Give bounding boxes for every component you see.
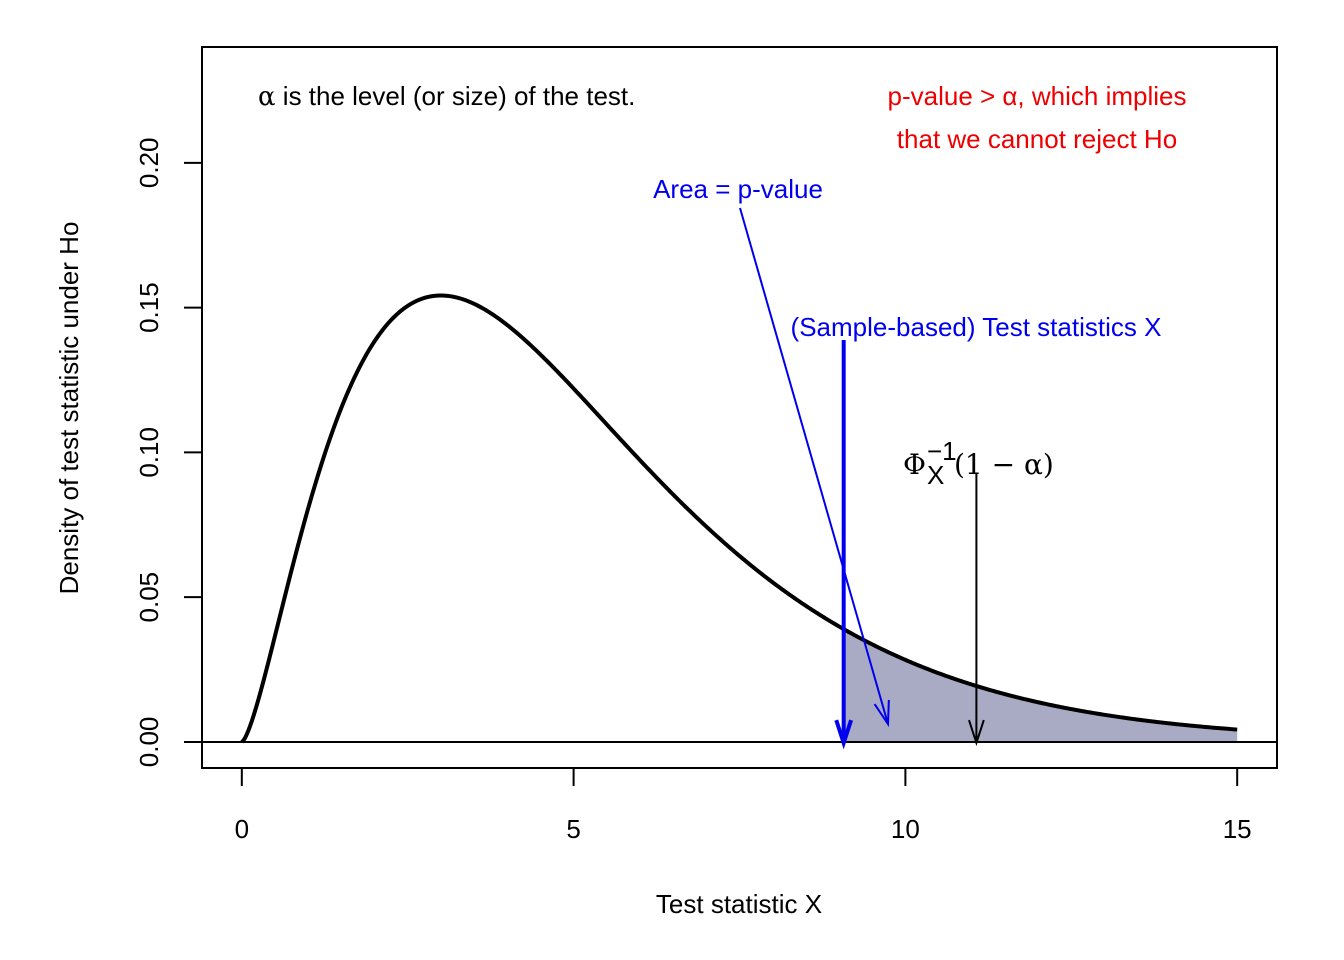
- x-axis: 0 5 10 15: [235, 767, 1252, 844]
- annotation-arrows: [739, 207, 985, 750]
- critical-value-arrow: [968, 474, 985, 747]
- critical-value-subscript: X: [927, 460, 944, 490]
- critical-value-argument: (1 − α): [954, 448, 1054, 481]
- critical-phi: Φ: [903, 448, 926, 481]
- y-axis-title: Density of test statistic under Ho: [54, 222, 84, 595]
- x-tick-label: 10: [891, 814, 920, 844]
- y-tick-label: 0.20: [134, 138, 164, 189]
- y-tick-label: 0.10: [134, 427, 164, 478]
- plot-frame: [201, 46, 1278, 769]
- alpha-note: α is the level (or size) of the test.: [258, 81, 635, 112]
- x-axis-title: Test statistic X: [656, 889, 822, 919]
- critical-value-label: Φ: [903, 448, 926, 481]
- density-curve: [240, 293, 1238, 744]
- alpha-note-text: is the level (or size) of the test.: [276, 81, 636, 111]
- y-axis: 0.00 0.05 0.10 0.15 0.20: [134, 138, 203, 768]
- area-label: Area = p-value: [653, 174, 823, 204]
- y-tick-label: 0.15: [134, 282, 164, 333]
- p-value-area: [843, 629, 1238, 742]
- test-statistic-arrow: [834, 340, 854, 750]
- critical-value-superscript: −1: [927, 436, 957, 466]
- alpha-symbol: α: [258, 82, 276, 112]
- x-tick-label: 0: [235, 814, 249, 844]
- test-stat-label: (Sample-based) Test statistics X: [791, 312, 1162, 342]
- x-tick-label: 5: [566, 814, 580, 844]
- x-tick-label: 15: [1223, 814, 1252, 844]
- area-pointer-arrow: [739, 207, 890, 728]
- y-tick-label: 0.05: [134, 572, 164, 623]
- decision-line-2: that we cannot reject Ho: [897, 124, 1177, 154]
- decision-line-1: p-value > α, which implies: [888, 81, 1187, 111]
- y-tick-label: 0.00: [134, 717, 164, 768]
